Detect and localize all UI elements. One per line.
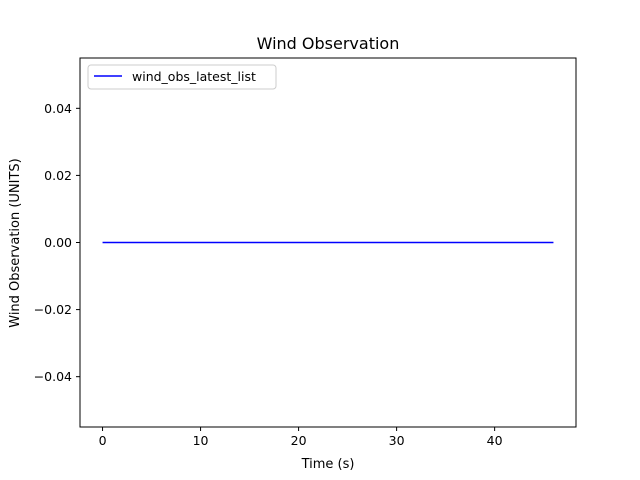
- y-tick-label: 0.00: [44, 235, 72, 250]
- y-axis: −0.04 −0.02 0.00 0.02 0.04: [34, 101, 80, 384]
- y-tick-label: 0.04: [44, 101, 72, 116]
- legend-label: wind_obs_latest_list: [132, 69, 256, 84]
- x-tick-label: 30: [389, 433, 405, 448]
- legend-box: [87, 64, 277, 90]
- x-tick-label: 40: [487, 433, 503, 448]
- x-tick-label: 10: [193, 433, 209, 448]
- x-tick-label: 0: [99, 433, 107, 448]
- x-axis: 0 10 20 30 40: [99, 427, 503, 448]
- y-axis-label: Wind Observation (UNITS): [8, 158, 23, 328]
- y-tick-label: 0.02: [44, 168, 72, 183]
- x-tick-label: 20: [291, 433, 307, 448]
- x-axis-label: Time (s): [301, 457, 355, 472]
- legend: wind_obs_latest_list: [87, 64, 277, 90]
- chart-title: Wind Observation: [257, 34, 400, 53]
- y-tick-label: −0.04: [34, 369, 72, 384]
- y-tick-label: −0.02: [34, 302, 72, 317]
